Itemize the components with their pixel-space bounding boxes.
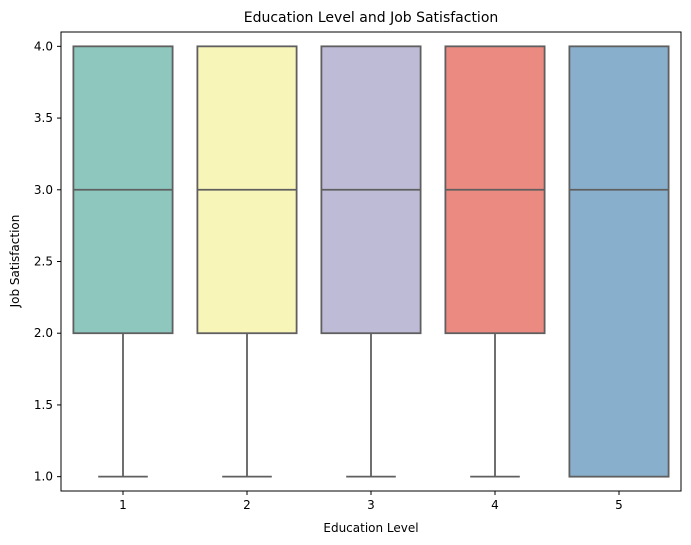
- x-tick-label: 2: [243, 498, 251, 512]
- y-tick-label: 3.0: [34, 183, 53, 197]
- x-axis-label: Education Level: [323, 521, 418, 535]
- x-tick-label: 3: [367, 498, 375, 512]
- y-tick-label: 2.5: [34, 255, 53, 269]
- y-tick-label: 2.0: [34, 326, 53, 340]
- x-tick-label: 1: [119, 498, 127, 512]
- y-tick-label: 1.0: [34, 470, 53, 484]
- y-tick-label: 3.5: [34, 111, 53, 125]
- y-tick-label: 1.5: [34, 398, 53, 412]
- y-axis-label: Job Satisfaction: [8, 215, 22, 309]
- y-tick-label: 4.0: [34, 39, 53, 53]
- x-tick-label: 5: [615, 498, 623, 512]
- box-5: [568, 45, 670, 478]
- chart-title: Education Level and Job Satisfaction: [244, 10, 499, 26]
- x-tick-label: 4: [491, 498, 499, 512]
- plot-area: 1.0 1.5 2.0 2.5 3.0 3.5 4.0 1 2 3 4 5: [34, 31, 682, 512]
